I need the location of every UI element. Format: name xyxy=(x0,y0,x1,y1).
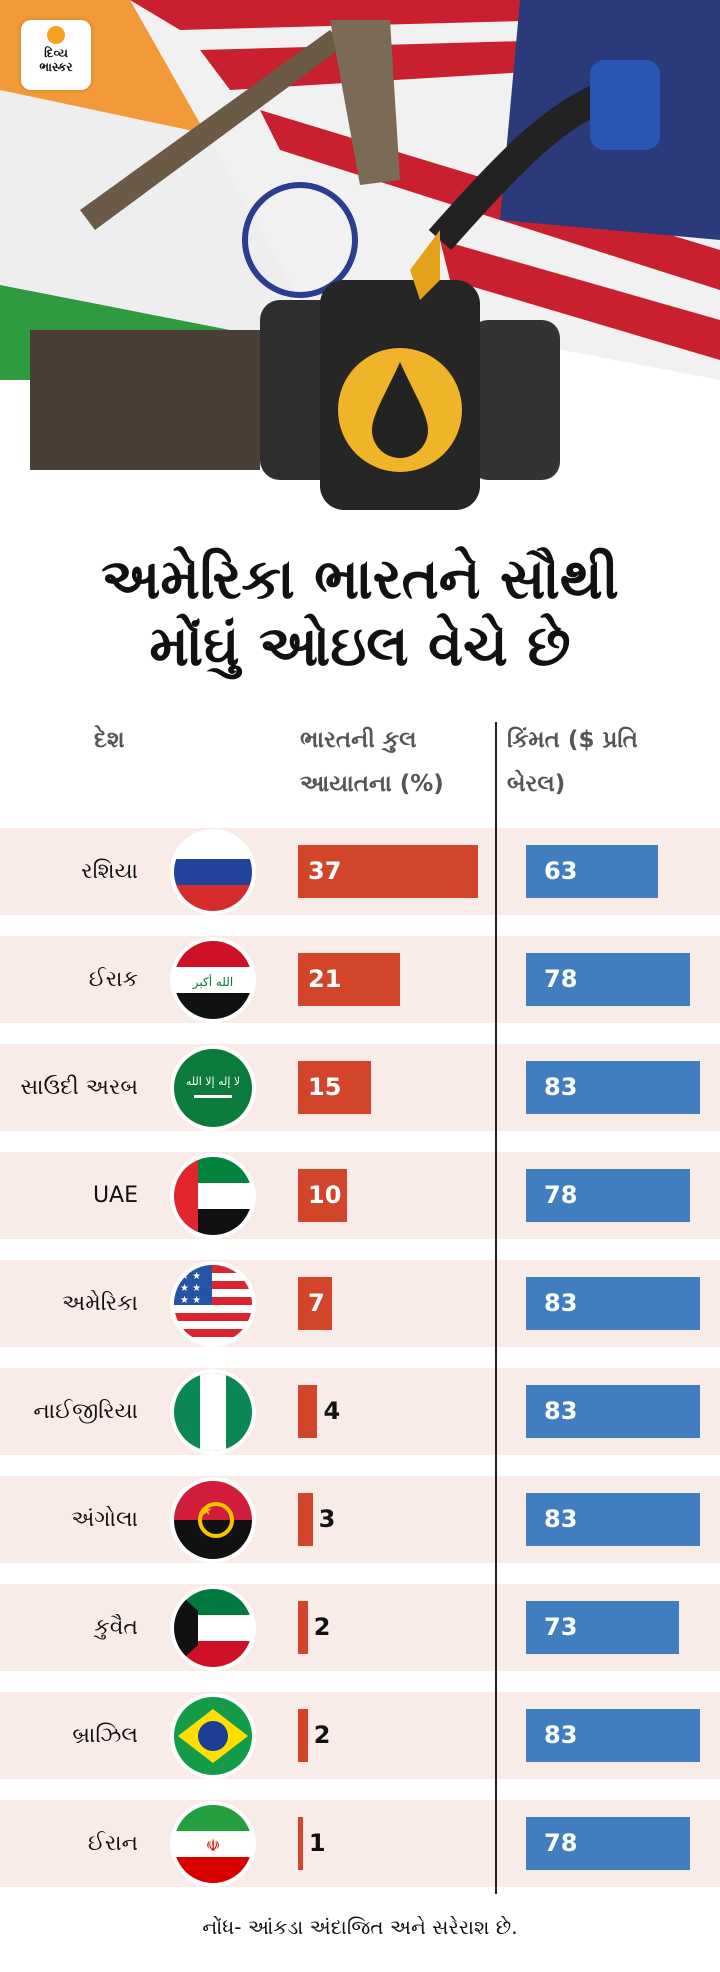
header-price-line1: કિંમત ($ પ્રતિ xyxy=(507,727,638,753)
usa-flag-icon: ★ ★ ★ ★ ★ ★ xyxy=(170,1261,256,1347)
svg-text:☫: ☫ xyxy=(206,1836,220,1855)
import-share-bar xyxy=(298,1169,347,1222)
import-share-value: 21 xyxy=(308,965,342,993)
table-row: ઈરાન ☫ 1 78 xyxy=(0,1800,720,1887)
table-row: અંગોલા ★ 3 83 xyxy=(0,1476,720,1563)
brazil-flag-icon xyxy=(170,1693,256,1779)
import-share-bar xyxy=(298,1277,333,1330)
kuwait-flag-icon xyxy=(170,1585,256,1671)
price-bar xyxy=(526,1817,690,1870)
header-price-line2: બેરલ) xyxy=(507,771,566,797)
import-share-value: 7 xyxy=(308,1289,325,1317)
price-value: 63 xyxy=(544,857,578,885)
country-name: ઈરાક xyxy=(88,966,138,992)
price-bar xyxy=(526,1169,690,1222)
logo-text-line1: દિવ્ય xyxy=(44,46,68,60)
header-share-line1: ભારતની કુલ xyxy=(300,727,417,753)
table-row: બ્રાઝિલ 2 83 xyxy=(0,1692,720,1779)
sun-icon xyxy=(47,26,65,44)
price-value: 78 xyxy=(544,965,578,993)
price-bar xyxy=(526,1493,701,1546)
header-country: દેશ xyxy=(94,727,125,753)
country-name: ઈરાન xyxy=(87,1830,138,1856)
saudi-flag-icon: لا إله إلا الله xyxy=(170,1045,256,1131)
svg-text:★ ★: ★ ★ xyxy=(180,1283,201,1294)
price-value: 83 xyxy=(544,1505,578,1533)
divya-bhaskar-logo: દિવ્ય ભાસ્કર xyxy=(21,20,91,90)
import-share-bar xyxy=(298,1817,303,1870)
price-bar xyxy=(526,1061,701,1114)
import-share-bar xyxy=(298,1385,318,1438)
svg-text:لا إله إلا الله: لا إله إلا الله xyxy=(186,1075,240,1088)
import-share-bar xyxy=(298,1493,313,1546)
table-row: નાઈજીરિયા 4 83 xyxy=(0,1368,720,1455)
nigeria-flag-icon xyxy=(170,1369,256,1455)
import-share-bar xyxy=(298,1601,308,1654)
country-name: કુવૈત xyxy=(94,1614,138,1640)
price-value: 78 xyxy=(544,1829,578,1857)
import-share-value: 37 xyxy=(308,857,342,885)
price-bar xyxy=(526,1277,701,1330)
iraq-flag-icon: الله أكبر xyxy=(170,937,256,1023)
table-row: કુવૈત 2 73 xyxy=(0,1584,720,1671)
country-name: નાઈજીરિયા xyxy=(33,1398,138,1424)
import-share-value: 4 xyxy=(323,1397,341,1425)
svg-text:★ ★: ★ ★ xyxy=(180,1295,201,1306)
table-row: રશિયા 37 63 xyxy=(0,828,720,915)
import-share-value: 2 xyxy=(313,1721,331,1749)
import-share-value: 2 xyxy=(313,1613,331,1641)
import-share-value: 15 xyxy=(308,1073,342,1101)
import-share-value: 10 xyxy=(308,1181,342,1209)
angola-flag-icon: ★ xyxy=(170,1477,256,1563)
iran-flag-icon: ☫ xyxy=(170,1801,256,1887)
country-name: અંગોલા xyxy=(71,1506,138,1532)
svg-text:★: ★ xyxy=(200,1503,213,1519)
country-name: અમેરિકા xyxy=(61,1290,138,1316)
footnote: નોંધ- આંકડા અંદાજિત અને સરેરાશ છે. xyxy=(202,1915,518,1939)
price-value: 78 xyxy=(544,1181,578,1209)
table-row: UAE 10 78 xyxy=(0,1152,720,1239)
price-bar xyxy=(526,845,659,898)
table-row: સાઉદી અરબ لا إله إلا الله 15 83 xyxy=(0,1044,720,1131)
price-value: 73 xyxy=(544,1613,578,1641)
header-share-line2: આયાતના (%) xyxy=(300,771,444,797)
russia-flag-icon xyxy=(170,829,256,915)
import-share-bar xyxy=(298,1709,308,1762)
price-value: 83 xyxy=(544,1397,578,1425)
country-name: રશિયા xyxy=(81,858,138,884)
column-divider xyxy=(495,722,497,1894)
page-title-line1: અમેરિકા ભારતને સૌથી xyxy=(101,547,619,612)
uae-flag-icon xyxy=(170,1153,256,1239)
price-bar xyxy=(526,1601,680,1654)
oil-illustration xyxy=(0,0,720,520)
country-name: સાઉદી અરબ xyxy=(20,1074,138,1100)
country-name: બ્રાઝિલ xyxy=(72,1722,138,1748)
country-name: UAE xyxy=(92,1182,138,1208)
logo-text-line2: ભાસ્કર xyxy=(39,60,73,74)
import-share-bar xyxy=(298,1061,372,1114)
import-share-value: 3 xyxy=(318,1505,336,1533)
price-bar xyxy=(526,1709,701,1762)
price-value: 83 xyxy=(544,1289,578,1317)
price-bar xyxy=(526,953,690,1006)
price-bar xyxy=(526,1385,701,1438)
table-row: ઈરાક الله أكبر 21 78 xyxy=(0,936,720,1023)
import-share-bar xyxy=(298,953,401,1006)
table-row: અમેરિકા ★ ★ ★ ★ ★ ★ 7 83 xyxy=(0,1260,720,1347)
import-share-bar xyxy=(298,845,479,898)
svg-text:★ ★: ★ ★ xyxy=(180,1271,201,1282)
import-share-value: 1 xyxy=(308,1829,326,1857)
svg-text:الله أكبر: الله أكبر xyxy=(192,974,234,990)
hero-illustration: દિવ્ય ભાસ્કર xyxy=(0,0,720,520)
price-value: 83 xyxy=(544,1073,578,1101)
page-title-line2: મોંઘું ઓઇલ વેચે છે xyxy=(149,614,571,679)
price-value: 83 xyxy=(544,1721,578,1749)
